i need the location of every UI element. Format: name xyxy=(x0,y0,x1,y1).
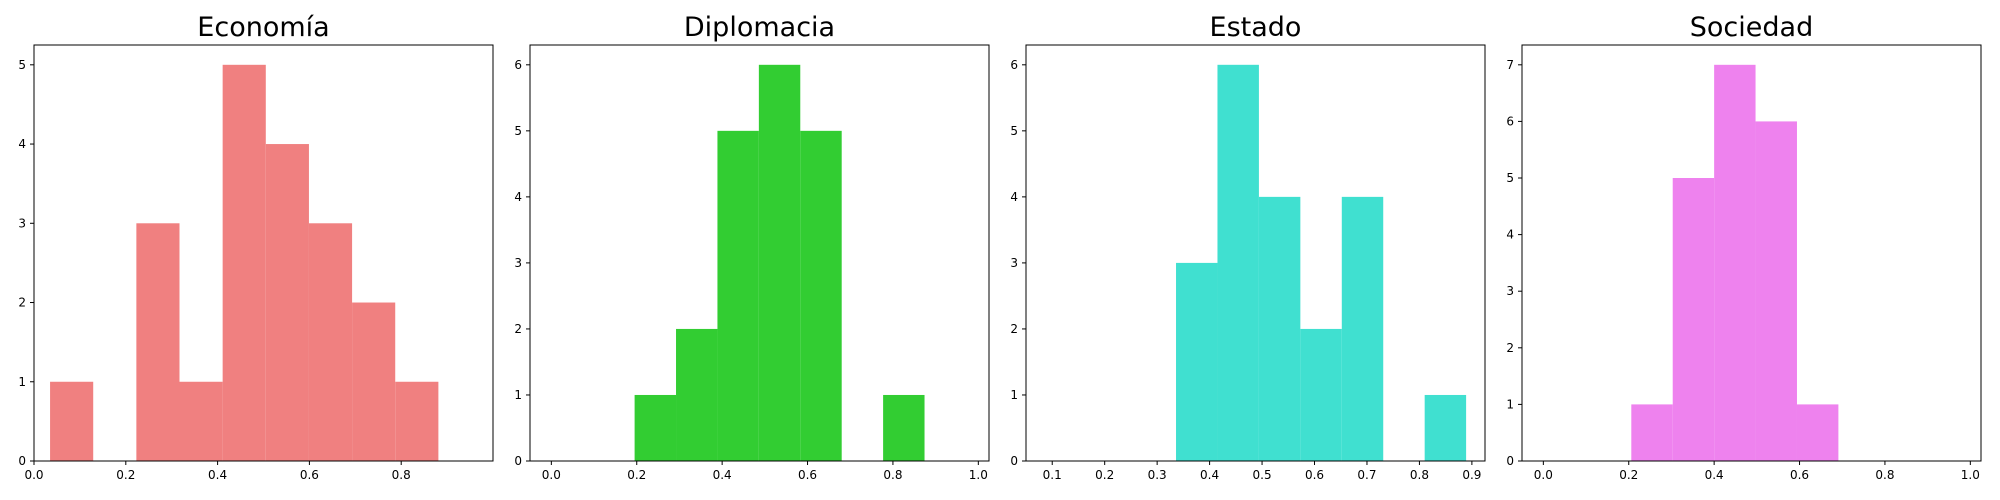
histogram-bar xyxy=(883,394,925,461)
y-tick-label: 4 xyxy=(1010,190,1018,204)
histogram-bar xyxy=(1176,262,1218,461)
histogram-bar xyxy=(395,381,439,461)
x-tick-label: 0.2 xyxy=(1619,468,1638,482)
y-tick-label: 1 xyxy=(1506,397,1514,411)
y-tick-label: 0 xyxy=(18,454,26,468)
histogram-bar xyxy=(1714,64,1756,462)
y-tick-label: 4 xyxy=(1506,228,1514,242)
y-tick-label: 5 xyxy=(1506,171,1514,185)
x-tick-label: 0.9 xyxy=(1462,468,1481,482)
y-tick-label: 5 xyxy=(18,58,26,72)
x-tick-label: 0.6 xyxy=(798,468,817,482)
histogram-bar xyxy=(352,302,396,461)
x-tick-label: 0.8 xyxy=(883,468,902,482)
histogram-bar xyxy=(308,223,353,461)
y-tick-label: 6 xyxy=(514,58,522,72)
x-tick-label: 0.4 xyxy=(1705,468,1724,482)
y-tick-label: 3 xyxy=(18,216,26,230)
x-tick-label: 0.6 xyxy=(1790,468,1809,482)
histogram-bar xyxy=(136,223,180,461)
y-tick-label: 6 xyxy=(1506,114,1514,128)
x-tick-label: 0.6 xyxy=(300,468,319,482)
histogram-bar xyxy=(222,64,266,462)
histogram-bar xyxy=(717,130,759,462)
x-tick-label: 0.3 xyxy=(1148,468,1167,482)
axes-frame xyxy=(1521,44,1982,462)
axes-frame xyxy=(33,44,494,462)
x-tick-label: 0.2 xyxy=(1095,468,1114,482)
x-tick-label: 0.5 xyxy=(1253,468,1272,482)
histogram-bar xyxy=(1300,328,1342,461)
y-tick-label: 3 xyxy=(514,256,522,270)
x-tick-label: 0.4 xyxy=(713,468,732,482)
y-tick-label: 4 xyxy=(514,190,522,204)
y-tick-label: 3 xyxy=(1506,284,1514,298)
histogram-bar xyxy=(1796,404,1839,461)
panel-title: Economía xyxy=(197,12,329,43)
x-tick-label: 0.4 xyxy=(1200,468,1219,482)
histogram-bar xyxy=(1672,178,1715,461)
y-tick-label: 2 xyxy=(18,296,26,310)
histogram-bar xyxy=(50,381,94,461)
histogram-bar xyxy=(758,64,801,462)
x-tick-label: 0.8 xyxy=(392,468,411,482)
y-tick-label: 2 xyxy=(514,322,522,336)
y-tick-label: 0 xyxy=(1506,454,1514,468)
x-tick-label: 1.0 xyxy=(969,468,988,482)
x-tick-label: 1.0 xyxy=(1961,468,1980,482)
y-tick-label: 1 xyxy=(514,388,522,402)
y-tick-label: 2 xyxy=(1506,341,1514,355)
x-tick-label: 0.0 xyxy=(542,468,561,482)
y-tick-label: 1 xyxy=(1010,388,1018,402)
y-tick-label: 0 xyxy=(1010,454,1018,468)
y-tick-label: 3 xyxy=(1010,256,1018,270)
y-tick-label: 6 xyxy=(1010,58,1018,72)
histogram-bar xyxy=(265,144,309,462)
axes-frame xyxy=(529,44,990,462)
x-tick-label: 0.6 xyxy=(1305,468,1324,482)
x-tick-label: 0.2 xyxy=(627,468,646,482)
x-tick-label: 0.8 xyxy=(1875,468,1894,482)
histogram-bar xyxy=(1258,196,1301,461)
histogram-bar xyxy=(634,394,677,461)
histogram-bar xyxy=(1341,196,1384,461)
panel-title: Estado xyxy=(1210,12,1302,43)
y-tick-label: 4 xyxy=(18,137,26,151)
y-tick-label: 2 xyxy=(1010,322,1018,336)
x-tick-label: 0.1 xyxy=(1043,468,1062,482)
x-tick-label: 0.4 xyxy=(208,468,227,482)
y-tick-label: 7 xyxy=(1506,58,1514,72)
panel-title: Diplomacia xyxy=(684,12,835,43)
y-tick-label: 0 xyxy=(514,454,522,468)
x-tick-label: 0.8 xyxy=(1410,468,1429,482)
x-tick-label: 0.0 xyxy=(1534,468,1553,482)
histogram-bar xyxy=(1755,121,1797,461)
histogram-bar xyxy=(800,130,842,462)
x-tick-label: 0.7 xyxy=(1357,468,1376,482)
histogram-bar xyxy=(1424,394,1467,461)
histogram-bar xyxy=(1631,404,1673,461)
histogram-bar xyxy=(179,381,223,461)
y-tick-label: 5 xyxy=(1010,124,1018,138)
x-tick-label: 0.0 xyxy=(24,468,43,482)
axes-frame xyxy=(1025,44,1486,462)
histogram-bar xyxy=(1217,64,1259,462)
panel-title: Sociedad xyxy=(1690,12,1813,43)
y-tick-label: 1 xyxy=(18,375,26,389)
x-tick-label: 0.2 xyxy=(116,468,135,482)
histogram-bar xyxy=(676,328,718,461)
y-tick-label: 5 xyxy=(514,124,522,138)
